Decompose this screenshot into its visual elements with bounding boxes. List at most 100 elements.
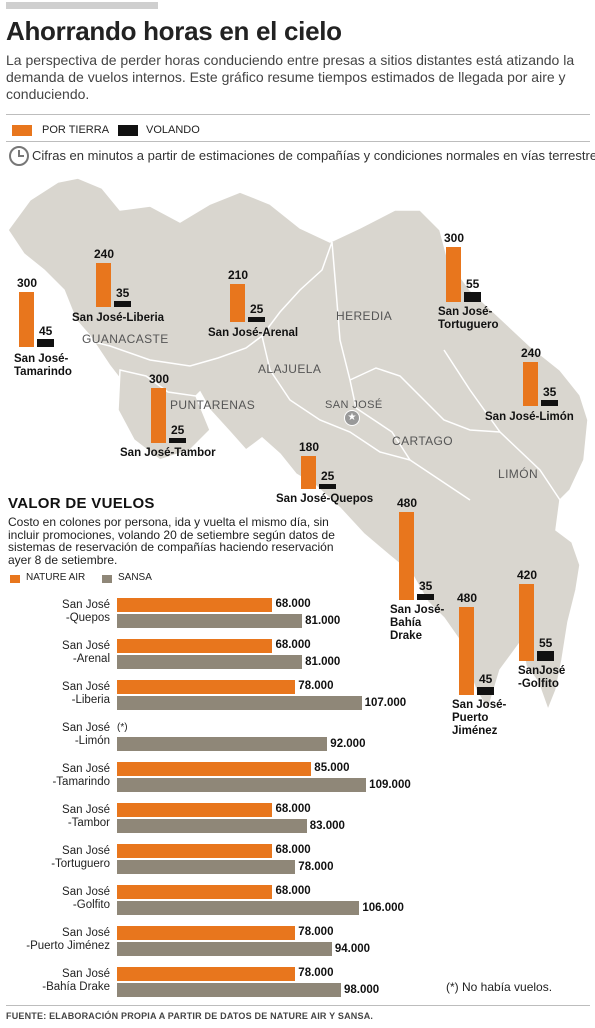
sansa-bar <box>117 901 360 915</box>
route-label: SanJosé -Golfito <box>518 665 566 690</box>
nature-air-value: 78.000 <box>298 680 334 692</box>
sansa-bar <box>117 737 328 751</box>
sansa-value: 92.000 <box>330 738 366 750</box>
road-time-label: 480 <box>457 591 478 606</box>
nature-air-value: 68.000 <box>275 885 311 897</box>
sansa-bar <box>117 860 296 874</box>
road-time-label: 300 <box>149 372 170 386</box>
road-time-bar <box>519 584 534 661</box>
sansa-value: 94.000 <box>334 943 371 955</box>
route-label: San José-Limón <box>485 411 574 423</box>
route-label: San José -Puerto Jiménez <box>26 927 110 952</box>
nature-air-bar <box>117 762 312 776</box>
nature-air-value: 68.000 <box>275 598 311 610</box>
air-time-label: 35 <box>419 578 433 593</box>
flight-cost-description: Costo en colones por persona, ida y vuel… <box>8 515 335 567</box>
no-flights-marker: (*) <box>117 722 128 733</box>
nature-air-value: 78.000 <box>298 967 334 979</box>
air-time-label: 35 <box>543 384 557 399</box>
nature-air-value: 78.000 <box>298 926 334 938</box>
sansa-bar <box>117 819 307 833</box>
air-time-label: 25 <box>250 302 264 317</box>
route-label: San José -Tamarindo <box>52 763 110 788</box>
road-time-bar <box>523 362 538 406</box>
air-time-bar <box>417 593 434 600</box>
road-time-label: 240 <box>521 346 542 360</box>
sansa-value: 106.000 <box>362 902 404 914</box>
divider <box>6 1005 590 1006</box>
road-time-bar <box>446 247 461 302</box>
nature-air-bar <box>117 680 296 694</box>
region-alajuela-label: ALAJUELA <box>258 362 322 376</box>
route-label: San José -Arenal <box>62 640 110 665</box>
road-time-bar <box>19 292 34 347</box>
sansa-bar <box>117 614 303 628</box>
sansa-value: 78.000 <box>298 861 334 873</box>
route-label: San José -Tortuguero <box>51 845 110 870</box>
nature-air-bar <box>117 885 273 899</box>
road-time-label: 210 <box>228 267 249 282</box>
road-time-label: 300 <box>17 276 38 290</box>
region-cartago-label: CARTAGO <box>392 434 454 448</box>
nature-air-bar <box>117 639 273 653</box>
legend-nature-air-label: NATURE AIR <box>26 572 86 583</box>
route-label: San José -Tambor <box>62 804 110 829</box>
nature-air-bar <box>117 926 296 940</box>
top-accent-bar <box>6 2 158 9</box>
legend-swatch-air <box>118 125 138 136</box>
air-time-label: 25 <box>321 469 335 484</box>
nature-air-value: 85.000 <box>314 762 350 774</box>
route-label: San José-Quepos <box>276 493 374 505</box>
air-time-bar <box>477 686 494 695</box>
route-label: San José -Quepos <box>62 599 110 624</box>
road-time-bar <box>301 456 316 489</box>
road-time-label: 300 <box>444 231 465 245</box>
region-puntarenas-label: PUNTARENAS <box>170 398 256 412</box>
region-guanacaste-label: GUANACASTE <box>82 332 169 346</box>
legend-swatch-road <box>12 125 32 136</box>
sansa-value: 98.000 <box>344 984 380 996</box>
flight-cost-title: VALOR DE VUELOS <box>8 495 155 512</box>
province-borders <box>69 241 561 501</box>
source-credit: FUENTE: ELABORACIÓN PROPIA A PARTIR DE D… <box>6 1011 374 1021</box>
road-time-bar <box>230 283 245 322</box>
road-time-label: 240 <box>94 247 115 261</box>
route-label: San José- Tamarindo <box>14 353 72 378</box>
road-time-label: 180 <box>299 440 320 454</box>
road-time-label: 480 <box>397 496 418 511</box>
road-time-bar <box>399 512 414 600</box>
capital-star-icon: ★ <box>344 410 360 426</box>
sansa-value: 107.000 <box>364 697 407 709</box>
road-time-bar <box>459 607 474 695</box>
region-sanjose-label: SAN JOSÉ <box>325 399 383 411</box>
route-label: San José-Tambor <box>120 447 216 459</box>
page-subtitle: La perspectiva de perder horas conducien… <box>6 52 575 102</box>
nature-air-bar <box>117 967 296 981</box>
legend-swatch-nature-air <box>10 575 20 583</box>
nature-air-value: 68.000 <box>275 844 311 856</box>
legend-swatch-sansa <box>102 575 112 583</box>
nature-air-value: 68.000 <box>275 803 311 815</box>
air-time-bar <box>37 338 54 347</box>
region-limon-label: LIMÓN <box>498 467 539 481</box>
sansa-value: 81.000 <box>305 656 341 668</box>
air-time-bar <box>464 291 481 302</box>
air-time-bar <box>537 650 554 661</box>
air-time-bar <box>541 399 558 406</box>
divider <box>6 114 590 115</box>
legend-air-label: VOLANDO <box>146 124 200 136</box>
nature-air-bar <box>117 844 273 858</box>
route-label: San José -Bahía Drake <box>42 968 110 993</box>
sansa-bar <box>117 778 367 792</box>
air-time-label: 55 <box>539 635 553 650</box>
clock-icon <box>9 146 29 166</box>
nature-air-bar <box>117 803 273 817</box>
air-time-bar <box>319 484 336 489</box>
sansa-bar <box>117 696 362 710</box>
route-label: San José -Liberia <box>62 681 110 706</box>
route-label: San José-Liberia <box>72 312 165 324</box>
sansa-bar <box>117 942 332 956</box>
divider <box>6 141 590 142</box>
air-time-bar <box>248 317 265 322</box>
route-label: San José- Puerto Jiménez <box>452 699 507 737</box>
